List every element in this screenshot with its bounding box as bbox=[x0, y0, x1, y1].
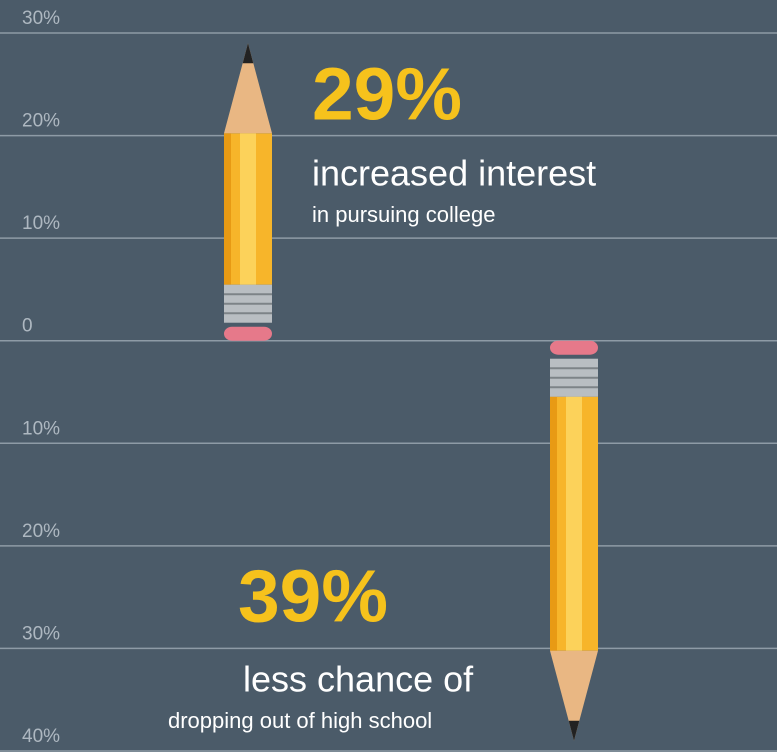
y-tick-label: 0 bbox=[22, 316, 33, 337]
value-label: 29% bbox=[312, 53, 462, 136]
y-tick-label: 40% bbox=[22, 726, 60, 747]
pencil-stripe bbox=[566, 396, 582, 651]
pencil-bar bbox=[224, 43, 272, 341]
pencil-wood bbox=[550, 650, 598, 741]
y-tick-label: 10% bbox=[22, 213, 60, 234]
y-tick-label: 30% bbox=[22, 623, 60, 644]
pencil-shade bbox=[224, 133, 231, 285]
description: increased interest bbox=[312, 153, 596, 194]
pencil-shade bbox=[550, 396, 557, 651]
pencil-lead bbox=[568, 720, 580, 741]
pencil-stripe bbox=[240, 133, 256, 285]
pencil-eraser bbox=[550, 340, 598, 355]
pencil-bar bbox=[550, 340, 598, 741]
y-tick-label: 10% bbox=[22, 418, 60, 439]
pencil-eraser bbox=[224, 326, 272, 341]
pencil-lead bbox=[242, 43, 254, 64]
y-tick-label: 30% bbox=[22, 8, 60, 29]
description: less chance of bbox=[243, 659, 474, 700]
pencil-wood bbox=[224, 43, 272, 134]
description-detail: in pursuing college bbox=[312, 202, 495, 227]
y-tick-label: 20% bbox=[22, 111, 60, 132]
value-label: 39% bbox=[238, 555, 388, 638]
description-detail: dropping out of high school bbox=[168, 708, 432, 733]
y-tick-label: 20% bbox=[22, 521, 60, 542]
